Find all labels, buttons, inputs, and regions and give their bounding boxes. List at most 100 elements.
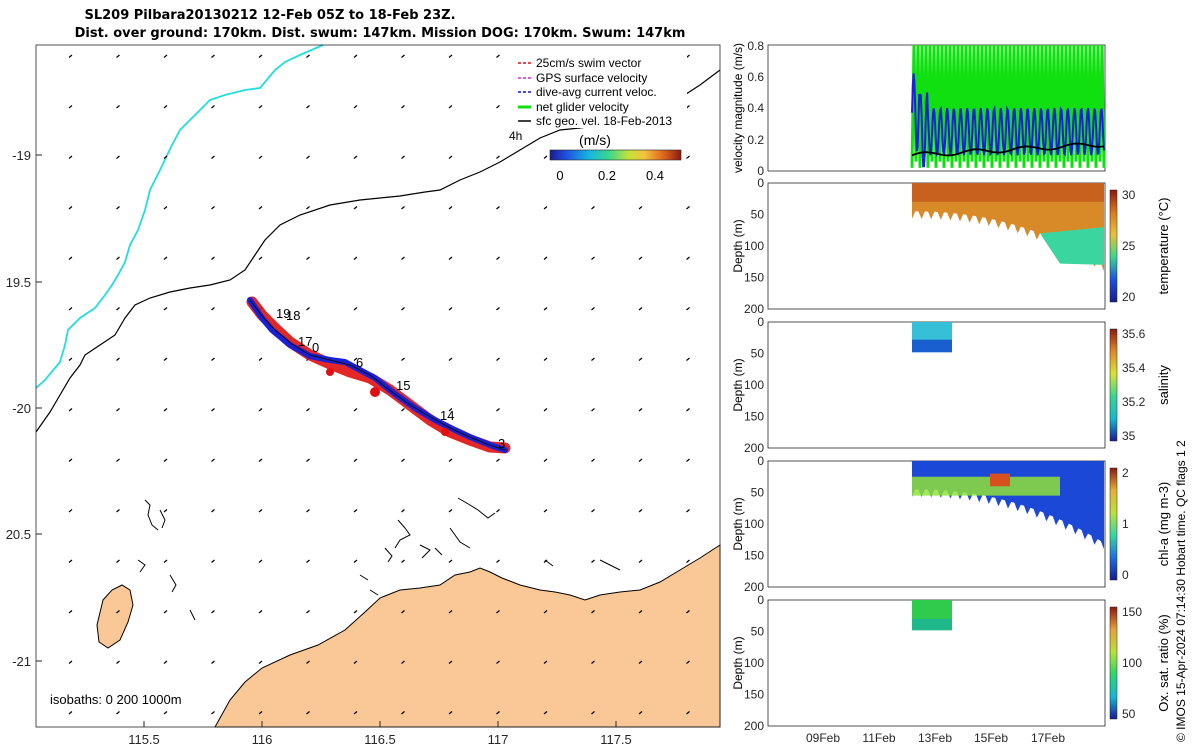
time-tick-label: 13Feb	[918, 731, 952, 745]
depth-tick-label: 200	[744, 719, 764, 733]
current-vector-arrow	[258, 155, 263, 159]
map-title-line-1: SL209 Pilbara20130212 12-Feb 05Z to 18-F…	[84, 8, 456, 23]
depth-ylabel: Depth (m)	[731, 636, 745, 689]
current-vector-arrow	[448, 256, 453, 260]
current-vector-arrow	[496, 559, 500, 563]
current-vector-arrow	[543, 559, 548, 563]
track-label: 6	[356, 355, 363, 370]
depth-tick-label: 0	[757, 315, 764, 329]
depth-tick-label: 150	[744, 271, 764, 285]
track-label: 18	[286, 308, 300, 323]
current-vector-arrow	[686, 509, 690, 513]
colorbar-tick-label: 35.4	[1122, 361, 1146, 375]
current-vector-arrow	[211, 711, 215, 715]
current-vector-arrow	[543, 660, 548, 664]
current-vector-arrow	[163, 509, 168, 513]
current-vector-arrow	[591, 206, 595, 210]
colorbar-tick-label: 50	[1122, 707, 1136, 721]
current-vector-arrow	[686, 256, 690, 260]
current-vector-arrow	[68, 610, 73, 614]
current-vector-arrow	[496, 660, 500, 664]
depth-tick-label: 50	[751, 486, 765, 500]
current-vector-arrow	[68, 509, 73, 513]
current-vector-arrow	[353, 307, 358, 311]
depth-ylabel: Depth (m)	[731, 497, 745, 550]
current-vector-arrow	[401, 206, 405, 210]
track-black-centerline	[249, 299, 506, 451]
current-vector-arrow	[211, 256, 215, 260]
current-vector-arrow	[116, 509, 120, 513]
imos-footer-note: © IMOS 15-Apr-2024 07:14:30 Hobart time.…	[1174, 440, 1188, 742]
current-vector-arrow	[306, 307, 310, 311]
colorbar-tick-label: 20	[1122, 290, 1136, 304]
current-vector-arrow	[163, 458, 168, 462]
current-vector-arrow	[116, 357, 120, 361]
current-vector-arrow	[591, 408, 595, 412]
y-tick-label: 0.2	[747, 133, 764, 147]
current-vector-arrow	[306, 458, 310, 462]
current-vector-arrow	[163, 559, 168, 563]
current-vector-arrow	[401, 660, 405, 664]
current-vector-arrow	[686, 458, 690, 462]
current-vector-arrow	[401, 559, 405, 563]
current-vector-arrow	[68, 307, 73, 311]
current-vector-arrow	[591, 610, 595, 614]
current-vector-arrow	[258, 105, 263, 109]
depth-tick-label: 200	[744, 580, 764, 594]
current-vector-arrow	[258, 458, 263, 462]
y-tick-label: 19.5	[6, 275, 31, 290]
current-vector-arrow	[258, 509, 263, 513]
current-vector-arrow	[68, 458, 73, 462]
current-vector-arrow	[591, 256, 595, 260]
current-vector-arrow	[68, 206, 73, 210]
track-marker	[441, 428, 449, 436]
current-vector-arrow	[116, 105, 120, 109]
current-vector-arrow	[116, 408, 120, 412]
cyan-boundary-line	[35, 44, 324, 389]
current-vector-arrow	[211, 357, 215, 361]
current-vector-arrow	[543, 206, 548, 210]
current-vector-arrow	[448, 105, 453, 109]
current-vector-arrow	[258, 711, 263, 715]
legend-entry: sfc geo. vel. 18-Feb-2013	[536, 114, 672, 128]
time-axis: 09Feb 11Feb 13Feb 15Feb 17Feb	[806, 731, 1065, 745]
current-vector-arrow	[543, 610, 548, 614]
current-vector-arrow	[68, 54, 73, 58]
current-vector-arrow	[401, 458, 405, 462]
current-vector-arrow	[496, 357, 500, 361]
x-tick-label: 116.5	[364, 732, 396, 747]
y-tick-label: 0	[757, 164, 764, 178]
current-vector-arrow	[401, 307, 405, 311]
current-vector-arrow	[353, 458, 358, 462]
current-vector-arrow	[401, 105, 405, 109]
time-tick-label: 17Feb	[1031, 731, 1065, 745]
current-vector-arrow	[211, 610, 215, 614]
salinity-colorbar-label: salinity	[1156, 365, 1171, 405]
current-vector-arrow	[543, 509, 548, 513]
current-vector-arrow	[353, 660, 358, 664]
map-legend: 25cm/s swim vector GPS surface velocity …	[509, 53, 687, 143]
current-vector-arrow	[353, 256, 358, 260]
colorbar-tick: 0.2	[598, 168, 616, 183]
x-tick-label: 115.5	[128, 732, 160, 747]
current-vector-arrow	[306, 256, 310, 260]
current-vector-arrow	[353, 357, 358, 361]
current-vector-arrow	[686, 610, 690, 614]
current-vector-arrow	[211, 307, 215, 311]
current-vector-arrow	[116, 54, 120, 58]
current-vector-arrow	[448, 408, 453, 412]
salinity-colorbar	[1109, 328, 1118, 442]
current-vector-arrow	[543, 256, 548, 260]
current-vector-arrow	[258, 54, 263, 58]
current-vector-arrow	[591, 458, 595, 462]
oxygen-colorbar-label: Ox. sat. ratio (%)	[1156, 614, 1171, 712]
current-vector-arrow	[306, 509, 310, 513]
current-vector-arrow	[401, 357, 405, 361]
current-vector-arrow	[68, 155, 73, 159]
current-vector-arrow	[401, 155, 405, 159]
depth-tick-label: 100	[744, 517, 764, 531]
current-vector-arrow	[686, 357, 690, 361]
depth-tick-label: 100	[744, 239, 764, 253]
